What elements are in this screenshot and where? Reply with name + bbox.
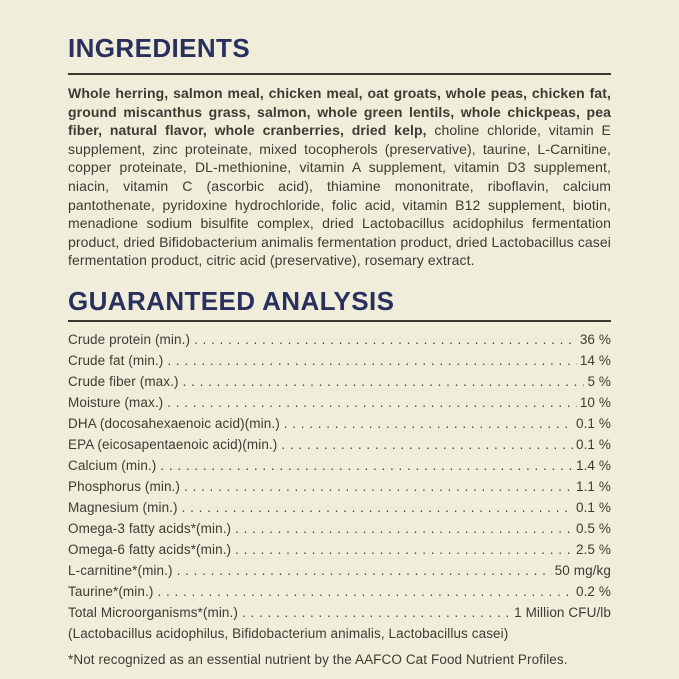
analysis-row: Omega-3 fatty acids*(min.) 0.5 %	[68, 518, 611, 539]
analysis-row: DHA (docosahexaenoic acid)(min.) 0.1 %	[68, 413, 611, 434]
analysis-value: 1.4 %	[575, 457, 611, 473]
leader-dots	[182, 497, 573, 518]
analysis-row: Taurine*(min.) 0.2 %	[68, 581, 611, 602]
analysis-label: Crude protein (min.)	[68, 331, 191, 347]
analysis-row: Calcium (min.) 1.4 %	[68, 455, 611, 476]
leader-dots	[183, 371, 585, 392]
analysis-row: L-carnitine*(min.) 50 mg/kg	[68, 560, 611, 581]
analysis-value: 1.1 %	[575, 478, 611, 494]
analysis-label: Taurine*(min.)	[68, 583, 154, 599]
analysis-value: 0.5 %	[575, 520, 611, 536]
leader-dots	[235, 539, 573, 560]
analysis-label: DHA (docosahexaenoic acid)(min.)	[68, 415, 280, 431]
analysis-value: 5 %	[587, 373, 611, 389]
analysis-label: Omega-6 fatty acids*(min.)	[68, 541, 232, 557]
analysis-label: Total Microorganisms*(min.)	[68, 604, 238, 620]
leader-dots	[160, 455, 573, 476]
analysis-value: 0.1 %	[575, 436, 611, 452]
analysis-row: Crude fat (min.) 14 %	[68, 350, 611, 371]
leader-dots	[281, 434, 573, 455]
guaranteed-analysis-section: GUARANTEED ANALYSIS Crude protein (min.)…	[68, 287, 611, 670]
analysis-value: 10 %	[579, 394, 611, 410]
analysis-value: 0.2 %	[575, 583, 611, 599]
leader-dots	[157, 581, 573, 602]
ingredients-divider	[68, 73, 611, 75]
analysis-label: Phosphorus (min.)	[68, 478, 180, 494]
microorganisms-detail: (Lactobacillus acidophilus, Bifidobacter…	[68, 625, 509, 641]
leader-dots	[284, 413, 573, 434]
analysis-value: 2.5 %	[575, 541, 611, 557]
analysis-row: Crude protein (min.) 36 %	[68, 329, 611, 350]
analysis-label: Magnesium (min.)	[68, 499, 178, 515]
analysis-value: 0.1 %	[575, 499, 611, 515]
analysis-row: EPA (eicosapentaenoic acid)(min.) 0.1 %	[68, 434, 611, 455]
analysis-label: Calcium (min.)	[68, 457, 157, 473]
ingredients-text: Whole herring, salmon meal, chicken meal…	[68, 84, 611, 270]
ingredients-secondary-list: choline chloride, vitamin E supplement, …	[68, 122, 611, 269]
ingredients-title: INGREDIENTS	[68, 33, 251, 63]
analysis-row: Omega-6 fatty acids*(min.) 2.5 %	[68, 539, 611, 560]
analysis-table: Crude protein (min.) 36 % Crude fat (min…	[68, 329, 611, 623]
ingredients-section: INGREDIENTS Whole herring, salmon meal, …	[68, 34, 611, 270]
analysis-label: EPA (eicosapentaenoic acid)(min.)	[68, 436, 278, 452]
ingredients-main-list: Whole herring, salmon meal, chicken meal…	[68, 85, 611, 139]
analysis-value: 50 mg/kg	[554, 562, 611, 578]
analysis-value: 14 %	[579, 352, 611, 368]
analysis-row: Phosphorus (min.) 1.1 %	[68, 476, 611, 497]
leader-dots	[194, 329, 577, 350]
guaranteed-analysis-divider	[68, 319, 611, 322]
analysis-value: 1 Million CFU/lb	[514, 604, 611, 620]
aafco-footnote: *Not recognized as an essential nutrient…	[68, 651, 568, 667]
analysis-value: 0.1 %	[575, 415, 611, 431]
leader-dots	[184, 476, 573, 497]
guaranteed-analysis-title: GUARANTEED ANALYSIS	[68, 285, 395, 316]
analysis-row: Crude fiber (max.) 5 %	[68, 371, 611, 392]
leader-dots	[235, 518, 573, 539]
analysis-label: Crude fat (min.)	[68, 352, 164, 368]
analysis-value: 36 %	[579, 331, 611, 347]
analysis-row: Magnesium (min.) 0.1 %	[68, 497, 611, 518]
leader-dots	[242, 602, 511, 623]
leader-dots	[167, 350, 576, 371]
analysis-row: Total Microorganisms*(min.) 1 Million CF…	[68, 602, 611, 623]
leader-dots	[167, 392, 577, 413]
analysis-label: Crude fiber (max.)	[68, 373, 179, 389]
analysis-row: Moisture (max.) 10 %	[68, 392, 611, 413]
leader-dots	[177, 560, 552, 581]
analysis-label: L-carnitine*(min.)	[68, 562, 173, 578]
analysis-label: Omega-3 fatty acids*(min.)	[68, 520, 232, 536]
analysis-label: Moisture (max.)	[68, 394, 164, 410]
